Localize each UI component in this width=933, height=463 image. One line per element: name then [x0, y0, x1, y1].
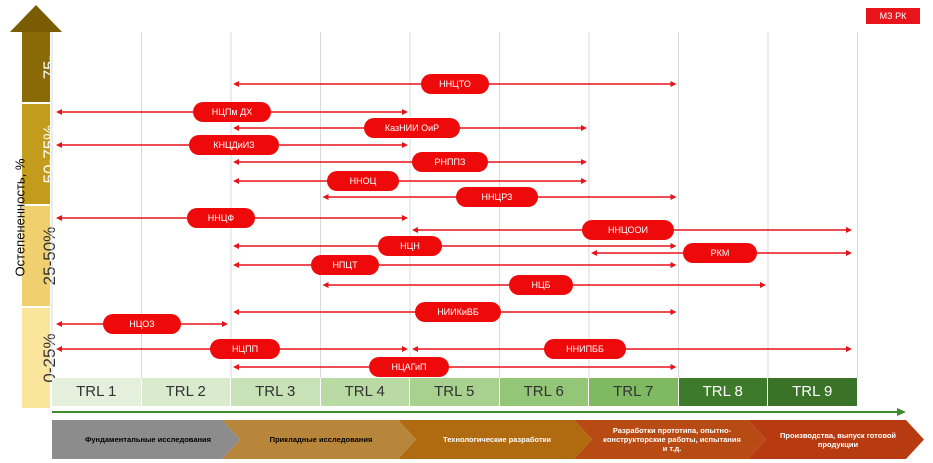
trl-cell: TRL 7	[589, 378, 679, 406]
y-axis-arrowhead	[10, 5, 62, 32]
stage-chevron: Технологические разработки	[398, 420, 592, 459]
range-label: НЦБ	[509, 275, 573, 295]
trl-cell: TRL 5	[410, 378, 500, 406]
stage-label: Разработки прототипа, опытно-конструктор…	[603, 426, 741, 453]
range-label: НЦПП	[210, 339, 280, 359]
stage-chevron: Фундаментальные исследования	[52, 420, 240, 459]
range-label: КазНИИ ОиР	[364, 118, 460, 138]
stage-label: Фундаментальные исследования	[84, 435, 212, 444]
range-label: КНЦДиИЗ	[189, 135, 279, 155]
trl-cell: TRL 8	[678, 378, 768, 406]
range-arrow	[412, 346, 852, 352]
range-label: ННЦРЗ	[456, 187, 538, 207]
stage-chevron: Прикладные исследования	[222, 420, 416, 459]
range-label: РКМ	[683, 243, 757, 263]
range-label: ННОЦ	[327, 171, 399, 191]
trl-cell: TRL 2	[141, 378, 231, 406]
range-label: НЦН	[378, 236, 442, 256]
stage-label: Технологические разработки	[443, 435, 551, 444]
range-label: ННИПББ	[544, 339, 626, 359]
trl-cell: TRL 1	[52, 378, 142, 406]
range-label: ННЦТО	[421, 74, 489, 94]
range-arrow	[233, 243, 677, 249]
y-segment: 25-50%	[22, 206, 59, 306]
range-label: НЦАГиП	[369, 357, 449, 377]
range-arrow	[233, 159, 587, 165]
trl-cell: TRL 4	[320, 378, 410, 406]
y-segment: 75-	[22, 32, 59, 102]
range-label: НПЦТ	[311, 255, 379, 275]
range-label: РНППЗ	[412, 152, 488, 172]
trl-cell: TRL 9	[768, 378, 858, 406]
y-segment: 0-25%	[22, 308, 59, 408]
stage-chevron: Разработки прототипа, опытно-конструктор…	[574, 420, 766, 459]
stage-chevron: Производства, выпуск готовой продукции	[748, 420, 924, 459]
trl-cell: TRL 3	[231, 378, 321, 406]
range-label: ННЦООИ	[582, 220, 674, 240]
range-label: НИИКиВБ	[415, 302, 501, 322]
range-arrow	[233, 178, 587, 184]
mz-rk-badge: МЗ РК	[866, 8, 920, 24]
range-label: НЦОЗ	[103, 314, 181, 334]
y-segment: 50-75%	[22, 104, 59, 204]
range-label: НЦПм ДХ	[193, 102, 271, 122]
stage-label: Прикладные исследования	[269, 435, 373, 444]
stage-label: Производства, выпуск готовой продукции	[779, 430, 897, 449]
range-label: ННЦФ	[187, 208, 255, 228]
range-arrow	[233, 364, 677, 370]
trl-cell: TRL 6	[499, 378, 589, 406]
x-axis-arrowhead	[897, 408, 906, 416]
range-arrow	[233, 262, 677, 268]
